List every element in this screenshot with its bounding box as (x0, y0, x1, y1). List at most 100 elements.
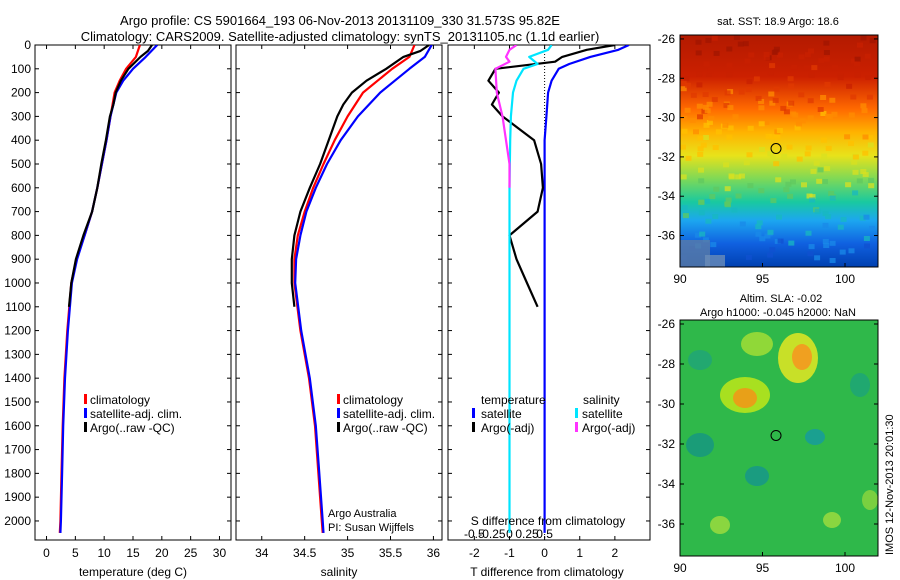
sst-cell (764, 233, 771, 239)
salinity-legend: climatology satellite-adj. clim. Argo(..… (337, 393, 435, 435)
sst-cell (786, 144, 793, 150)
x-tick-label: -2 (469, 546, 480, 560)
sst-cell (742, 41, 749, 47)
series-line (494, 45, 518, 188)
sst-cell (862, 172, 869, 178)
sla-blob (686, 433, 714, 457)
y-tick-label: 1500 (4, 395, 31, 409)
map-y-tick-label: -26 (658, 32, 676, 46)
sst-cell (866, 94, 873, 100)
sst-cell (829, 240, 836, 246)
sst-cell (861, 108, 868, 114)
series-line (293, 45, 416, 533)
y-tick-label: 1200 (4, 324, 31, 338)
sst-cell (791, 64, 798, 70)
sst-cell (788, 83, 795, 89)
sst-cell (682, 213, 689, 219)
sst-cell (837, 75, 844, 81)
sst-cell (758, 105, 765, 111)
sst-cell (816, 178, 823, 184)
sst-cell (822, 179, 828, 185)
sst-cell (769, 155, 776, 161)
sst-cell (823, 243, 830, 248)
sst-cell (808, 48, 814, 54)
sst-cell (702, 104, 709, 110)
y-tick-label: 1400 (4, 371, 31, 385)
sst-cell (695, 50, 702, 56)
sst-cell (767, 252, 774, 258)
sst-cell (722, 122, 729, 128)
sst-cell (814, 255, 821, 261)
y-tick-label: 100 (11, 62, 31, 76)
sst-cell (746, 79, 753, 85)
sla-axes: -26 -28 -30 -32 -34 -36 90 95 100 (658, 317, 878, 575)
legend-swatch-argo (84, 422, 87, 432)
sst-cell (680, 80, 687, 86)
salinity-x-axis: 34 34.5 35 35.5 36 (255, 45, 440, 560)
sst-cell (758, 121, 765, 127)
sst-cell (697, 151, 704, 157)
x-tick-label: 0 (43, 546, 50, 560)
difference-x-axis: -2 -1 0 1 2 (469, 45, 619, 560)
sst-cell (794, 125, 801, 131)
map-y-tick-label: -36 (658, 229, 676, 243)
sst-cell (755, 231, 762, 237)
sst-cell (796, 156, 803, 162)
sst-cell (851, 159, 858, 165)
sst-cell (763, 52, 770, 57)
legend-title-temperature: temperature (481, 393, 546, 407)
sst-cell (706, 120, 713, 125)
sst-cell (712, 214, 719, 220)
sst-cell (767, 70, 774, 76)
sst-cell (824, 166, 831, 172)
x-tick-label: 30 (213, 546, 227, 560)
map-x-tick-label: 90 (673, 272, 687, 286)
sst-cell (845, 182, 852, 188)
argo-location-marker (770, 143, 782, 155)
sst-cell (713, 186, 720, 192)
sst-cell (696, 71, 703, 77)
sst-cell (862, 150, 869, 156)
sst-cell (758, 99, 765, 104)
sst-cell (728, 174, 735, 180)
sst-cell (680, 86, 687, 92)
sst-cell (863, 236, 870, 241)
sst-cell (868, 183, 875, 189)
y-tick-label: 0 (24, 38, 31, 52)
sst-cell (725, 197, 732, 203)
sst-cell (727, 105, 734, 111)
sst-cell (727, 125, 734, 131)
sst-cell (680, 174, 687, 180)
x-tick-label: -1 (504, 546, 515, 560)
sst-cell (758, 188, 765, 194)
sst-cell (704, 198, 711, 204)
map-x-tick-label: 100 (835, 561, 855, 575)
sst-cell (774, 134, 781, 140)
sst-cell (864, 243, 870, 249)
map-y-tick-label: -32 (658, 437, 676, 451)
y-tick-label: 700 (11, 205, 31, 219)
sst-cell (825, 214, 832, 220)
salinity-panel: 34 34.5 35 35.5 36 salinity climatology sate… (235, 44, 443, 579)
sst-cell (804, 151, 811, 157)
sst-cell (788, 100, 795, 106)
sla-blob (745, 466, 769, 486)
sst-cell (735, 193, 742, 199)
sst-cell (723, 102, 730, 108)
sst-cell (783, 109, 790, 115)
y-tick-label: 2000 (4, 514, 31, 528)
legend-swatch-sal-argo (575, 422, 578, 432)
sst-cell (777, 238, 784, 244)
map-y-tick-label: -32 (658, 150, 676, 164)
sst-cell (743, 160, 750, 166)
sst-cell (822, 222, 829, 228)
sst-cell (860, 169, 867, 174)
sst-cell (785, 181, 792, 187)
sst-cell (698, 210, 705, 216)
sst-cell (805, 230, 812, 236)
map-x-tick-label: 95 (756, 561, 770, 575)
sst-cell (823, 40, 830, 46)
sst-cell (684, 107, 691, 113)
credit-line-2: PI: Susan Wijffels (328, 522, 414, 534)
